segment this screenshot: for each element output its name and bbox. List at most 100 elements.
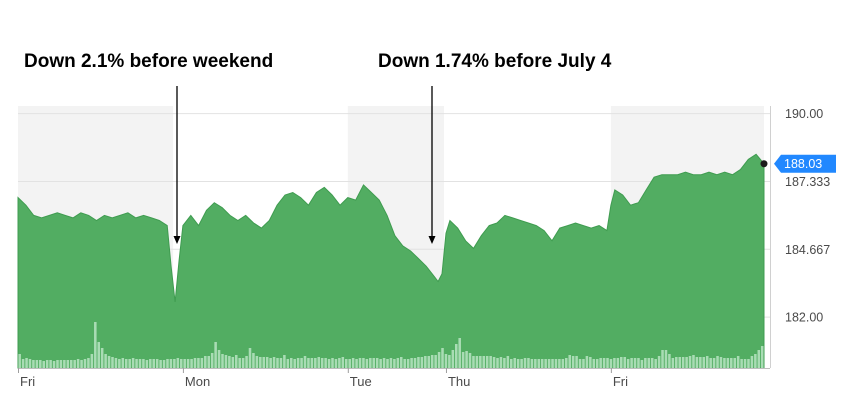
- volume-bar: [320, 358, 324, 368]
- volume-bar: [492, 357, 496, 368]
- volume-bar: [406, 359, 410, 368]
- volume-bar: [675, 357, 678, 368]
- volume-bar: [723, 358, 726, 368]
- volume-bar: [609, 359, 613, 368]
- volume-bar: [49, 360, 52, 368]
- volume-bar: [637, 358, 640, 368]
- volume-bar: [179, 359, 183, 368]
- volume-bar: [94, 322, 97, 368]
- volume-bar: [726, 358, 730, 368]
- volume-bar: [705, 356, 709, 368]
- volume-bar: [382, 358, 386, 368]
- volume-bar: [403, 359, 406, 368]
- volume-bar: [276, 358, 279, 368]
- volume-bar: [228, 356, 231, 368]
- volume-bar: [661, 350, 664, 368]
- volume-bar: [207, 356, 211, 368]
- volume-bar: [217, 350, 221, 368]
- volume-bar: [485, 356, 489, 368]
- volume-bar: [331, 358, 334, 368]
- volume-bar: [613, 358, 616, 368]
- volume-bar: [578, 359, 582, 368]
- volume-bar: [131, 358, 135, 368]
- volume-bar: [241, 358, 245, 368]
- last-price-marker: 188.03: [760, 154, 836, 173]
- volume-bar: [59, 360, 63, 368]
- volume-bar: [355, 359, 358, 368]
- volume-bar: [551, 359, 554, 368]
- volume-bar: [760, 346, 764, 368]
- volume-bar: [554, 359, 558, 368]
- volume-bar: [200, 358, 204, 368]
- volume-bar: [45, 360, 49, 368]
- volume-bar: [571, 356, 575, 368]
- volume-bar: [193, 358, 197, 368]
- volume-bar: [585, 356, 589, 368]
- volume-bar: [592, 359, 596, 368]
- volume-bar: [63, 360, 66, 368]
- volume-bar: [448, 355, 451, 368]
- volume-bar: [575, 356, 578, 368]
- volume-bar: [344, 359, 348, 368]
- volume-bar: [269, 358, 272, 368]
- volume-bar: [393, 359, 396, 368]
- volume-bar: [740, 359, 743, 368]
- volume-bar: [69, 360, 73, 368]
- volume-bar: [121, 358, 125, 368]
- volume-bar: [28, 359, 32, 368]
- volume-bar: [324, 358, 327, 368]
- volume-bar: [599, 358, 602, 368]
- volume-bar: [173, 359, 176, 368]
- volume-bar: [479, 356, 482, 368]
- volume-bar: [668, 354, 671, 368]
- volume-bar: [616, 358, 620, 368]
- volume-bar: [183, 359, 186, 368]
- volume-bar: [510, 359, 513, 368]
- volume-bar: [351, 358, 355, 368]
- volume-bar: [489, 356, 492, 368]
- volume-bar: [255, 356, 259, 368]
- y-tick-label: 187.333: [785, 175, 830, 189]
- volume-bar: [685, 357, 688, 368]
- volume-bar: [595, 359, 599, 368]
- annotation-arrowhead: [173, 236, 181, 244]
- volume-bar: [688, 356, 692, 368]
- volume-bar: [657, 356, 661, 368]
- volume-bar: [66, 360, 70, 368]
- x-tick-label: Tue: [350, 374, 372, 389]
- volume-bar: [451, 350, 455, 368]
- volume-bar: [259, 357, 262, 368]
- volume-bar: [530, 359, 534, 368]
- volume-bar: [537, 359, 541, 368]
- volume-bar: [602, 358, 606, 368]
- volume-bar: [644, 358, 647, 368]
- volume-bar: [513, 358, 516, 368]
- volume-bar: [166, 359, 169, 368]
- volume-bar: [104, 354, 107, 368]
- volume-bar: [712, 358, 716, 368]
- volume-bar: [21, 359, 25, 368]
- volume-bar: [162, 360, 166, 368]
- volume-bar: [475, 356, 479, 368]
- volume-bar: [468, 353, 472, 368]
- volume-bar: [520, 359, 523, 368]
- volume-bar: [293, 359, 296, 368]
- volume-bar: [565, 358, 568, 368]
- volume-bar: [142, 359, 145, 368]
- volume-bar: [327, 359, 331, 368]
- volume-bar: [702, 357, 706, 368]
- volume-bar: [80, 360, 83, 368]
- volume-bar: [107, 356, 111, 368]
- volume-bar: [465, 351, 468, 368]
- volume-bar: [138, 359, 142, 368]
- volume-bar: [678, 357, 681, 368]
- volume-bar: [534, 359, 537, 368]
- volume-bar: [314, 358, 317, 368]
- volume-bar: [389, 358, 393, 368]
- volume-bar: [699, 357, 702, 368]
- volume-bar: [630, 358, 633, 368]
- last-price-label: 188.03: [784, 157, 822, 171]
- annotation-label: Down 1.74% before July 4: [378, 51, 612, 72]
- volume-bar: [695, 357, 699, 368]
- volume-bar: [238, 358, 241, 368]
